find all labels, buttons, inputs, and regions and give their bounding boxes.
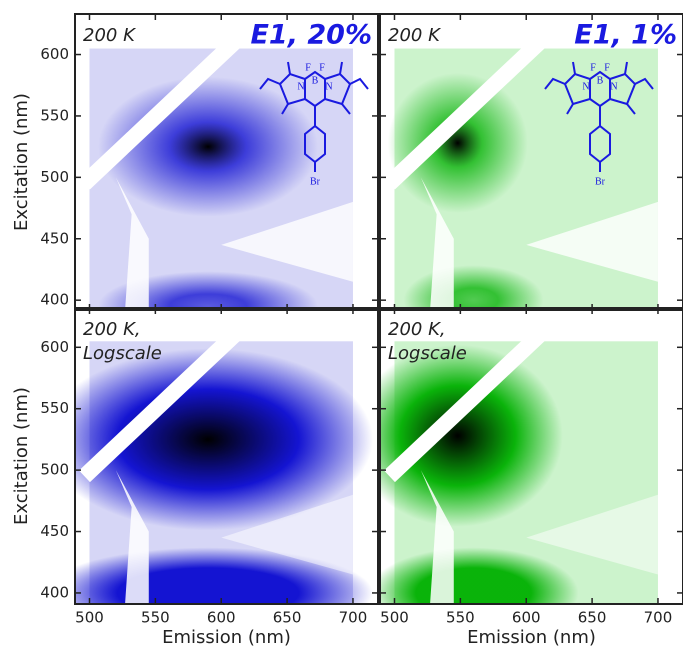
panel-title: 200 K	[83, 25, 136, 46]
x-tick-label: 600	[207, 609, 236, 627]
x-tick-label: 650	[273, 609, 302, 627]
y-tick-label: 550	[40, 106, 69, 124]
y-tick-label: 500	[40, 168, 69, 186]
x-tick-label: 700	[644, 609, 673, 627]
intensity-peak	[387, 72, 528, 213]
panel	[380, 329, 658, 604]
atom-label: F	[604, 62, 610, 73]
intensity-peak	[98, 271, 319, 310]
y-tick-label: 500	[40, 461, 69, 479]
atom-label: F	[590, 62, 596, 73]
intensity-peak	[75, 348, 374, 531]
y-tick-label: 400	[40, 583, 69, 601]
y-tick-label: 450	[40, 522, 69, 540]
intensity-peak	[380, 547, 579, 604]
panel-frame	[379, 307, 683, 605]
panel-frame	[74, 13, 379, 311]
x-axis-label: Emission (nm)	[162, 627, 291, 648]
y-tick-label: 450	[40, 229, 69, 247]
x-tick-label: 500	[380, 609, 409, 627]
sample-label: E1, 1%	[574, 20, 677, 51]
atom-label: N	[610, 81, 617, 92]
x-tick-label: 600	[512, 609, 541, 627]
atom-label: F	[305, 62, 311, 73]
x-tick-label: 550	[141, 609, 170, 627]
y-axis-label: Excitation (nm)	[11, 387, 32, 525]
panel-subtitle: Logscale	[388, 343, 467, 364]
panel	[79, 36, 353, 310]
x-tick-label: 550	[446, 609, 475, 627]
molecule: F FBN N Br	[259, 61, 369, 187]
atom-label: N	[325, 81, 332, 92]
atom-label: B	[597, 75, 604, 86]
panel	[75, 329, 374, 604]
atom-label: N	[582, 81, 589, 92]
molecule: F FBN N Br	[544, 61, 654, 187]
panel-frame	[74, 307, 379, 605]
x-tick-label: 650	[578, 609, 607, 627]
intensity-peak	[380, 344, 563, 527]
panel-title: 200 K,	[388, 319, 446, 340]
x-tick-label: 500	[75, 609, 104, 627]
intensity-peak	[75, 547, 374, 604]
y-tick-label: 600	[40, 338, 69, 356]
atom-label: F	[319, 62, 325, 73]
panel	[384, 36, 658, 310]
atom-label: B	[312, 75, 319, 86]
y-tick-label: 400	[40, 291, 69, 309]
panel-title: 200 K	[388, 25, 441, 46]
x-tick-label: 700	[339, 609, 368, 627]
atom-label: Br	[310, 176, 321, 187]
sample-label: E1, 20%	[250, 20, 372, 51]
panel-frame	[379, 13, 683, 311]
x-axis-label: Emission (nm)	[467, 627, 596, 648]
panel-subtitle: Logscale	[83, 343, 162, 364]
y-tick-label: 550	[40, 399, 69, 417]
atom-label: Br	[595, 176, 606, 187]
y-axis-label: Excitation (nm)	[11, 93, 32, 231]
y-tick-label: 600	[40, 45, 69, 63]
atom-label: N	[297, 81, 304, 92]
panel-title: 200 K,	[83, 319, 141, 340]
